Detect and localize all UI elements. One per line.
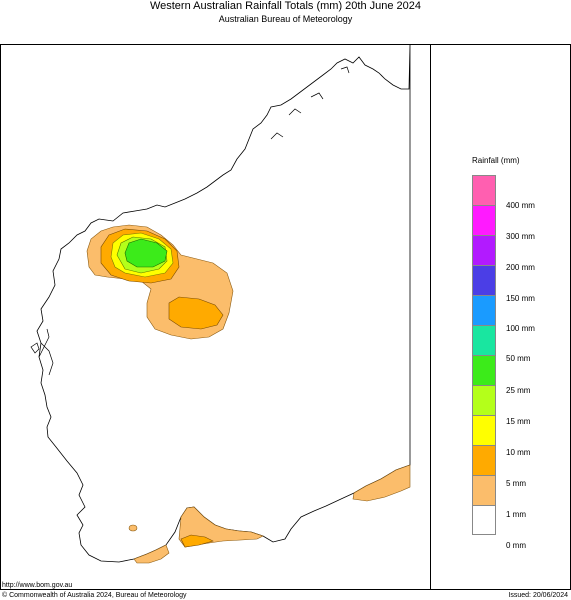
legend-swatch — [472, 295, 496, 325]
legend-swatch — [472, 175, 496, 205]
legend-swatch — [472, 205, 496, 235]
copyright-text: © Commonwealth of Australia 2024, Bureau… — [2, 592, 187, 599]
legend-label-5: 5 mm — [506, 479, 526, 488]
legend-label-1: 1 mm — [506, 510, 526, 519]
legend-colorbar — [472, 175, 496, 535]
rain-5mm-south — [180, 534, 214, 548]
legend-swatch — [472, 505, 496, 535]
rain-1mm-southwest — [133, 544, 170, 564]
legend-label-15: 15 mm — [506, 417, 531, 426]
legend-label-100: 100 mm — [506, 324, 535, 333]
legend-swatch — [472, 325, 496, 355]
shark-bay-peninsula — [38, 328, 54, 376]
legend-label-50: 50 mm — [506, 354, 531, 363]
kimberley-islands — [270, 66, 350, 140]
legend-swatch — [472, 445, 496, 475]
legend-label-300: 300 mm — [506, 232, 535, 241]
legend-swatch — [472, 415, 496, 445]
rain-5mm-central — [168, 296, 224, 330]
bom-url[interactable]: http://www.bom.gov.au — [2, 582, 73, 589]
rainfall-map — [30, 45, 411, 564]
rain-25mm — [124, 238, 168, 268]
legend-label-200: 200 mm — [506, 263, 535, 272]
legend-label-25: 25 mm — [506, 386, 531, 395]
legend-swatch — [472, 235, 496, 265]
legend-label-10: 10 mm — [506, 448, 531, 457]
island-outline — [30, 342, 40, 354]
legend-label-150: 150 mm — [506, 294, 535, 303]
rain-1mm-speck — [128, 524, 138, 532]
legend-swatch — [472, 355, 496, 385]
legend-label-400: 400 mm — [506, 201, 535, 210]
legend-title: Rainfall (mm) — [472, 156, 520, 165]
legend-label-0: 0 mm — [506, 541, 526, 550]
rain-1mm-southeast — [352, 464, 411, 502]
frame-divider — [430, 44, 431, 590]
issued-date: Issued: 20/06/2024 — [508, 592, 568, 599]
map-title: Western Australian Rainfall Totals (mm) … — [149, 0, 422, 12]
legend-swatch — [472, 385, 496, 415]
legend-swatch — [472, 265, 496, 295]
map-subtitle: Australian Bureau of Meteorology — [218, 14, 353, 24]
legend-swatch — [472, 475, 496, 505]
